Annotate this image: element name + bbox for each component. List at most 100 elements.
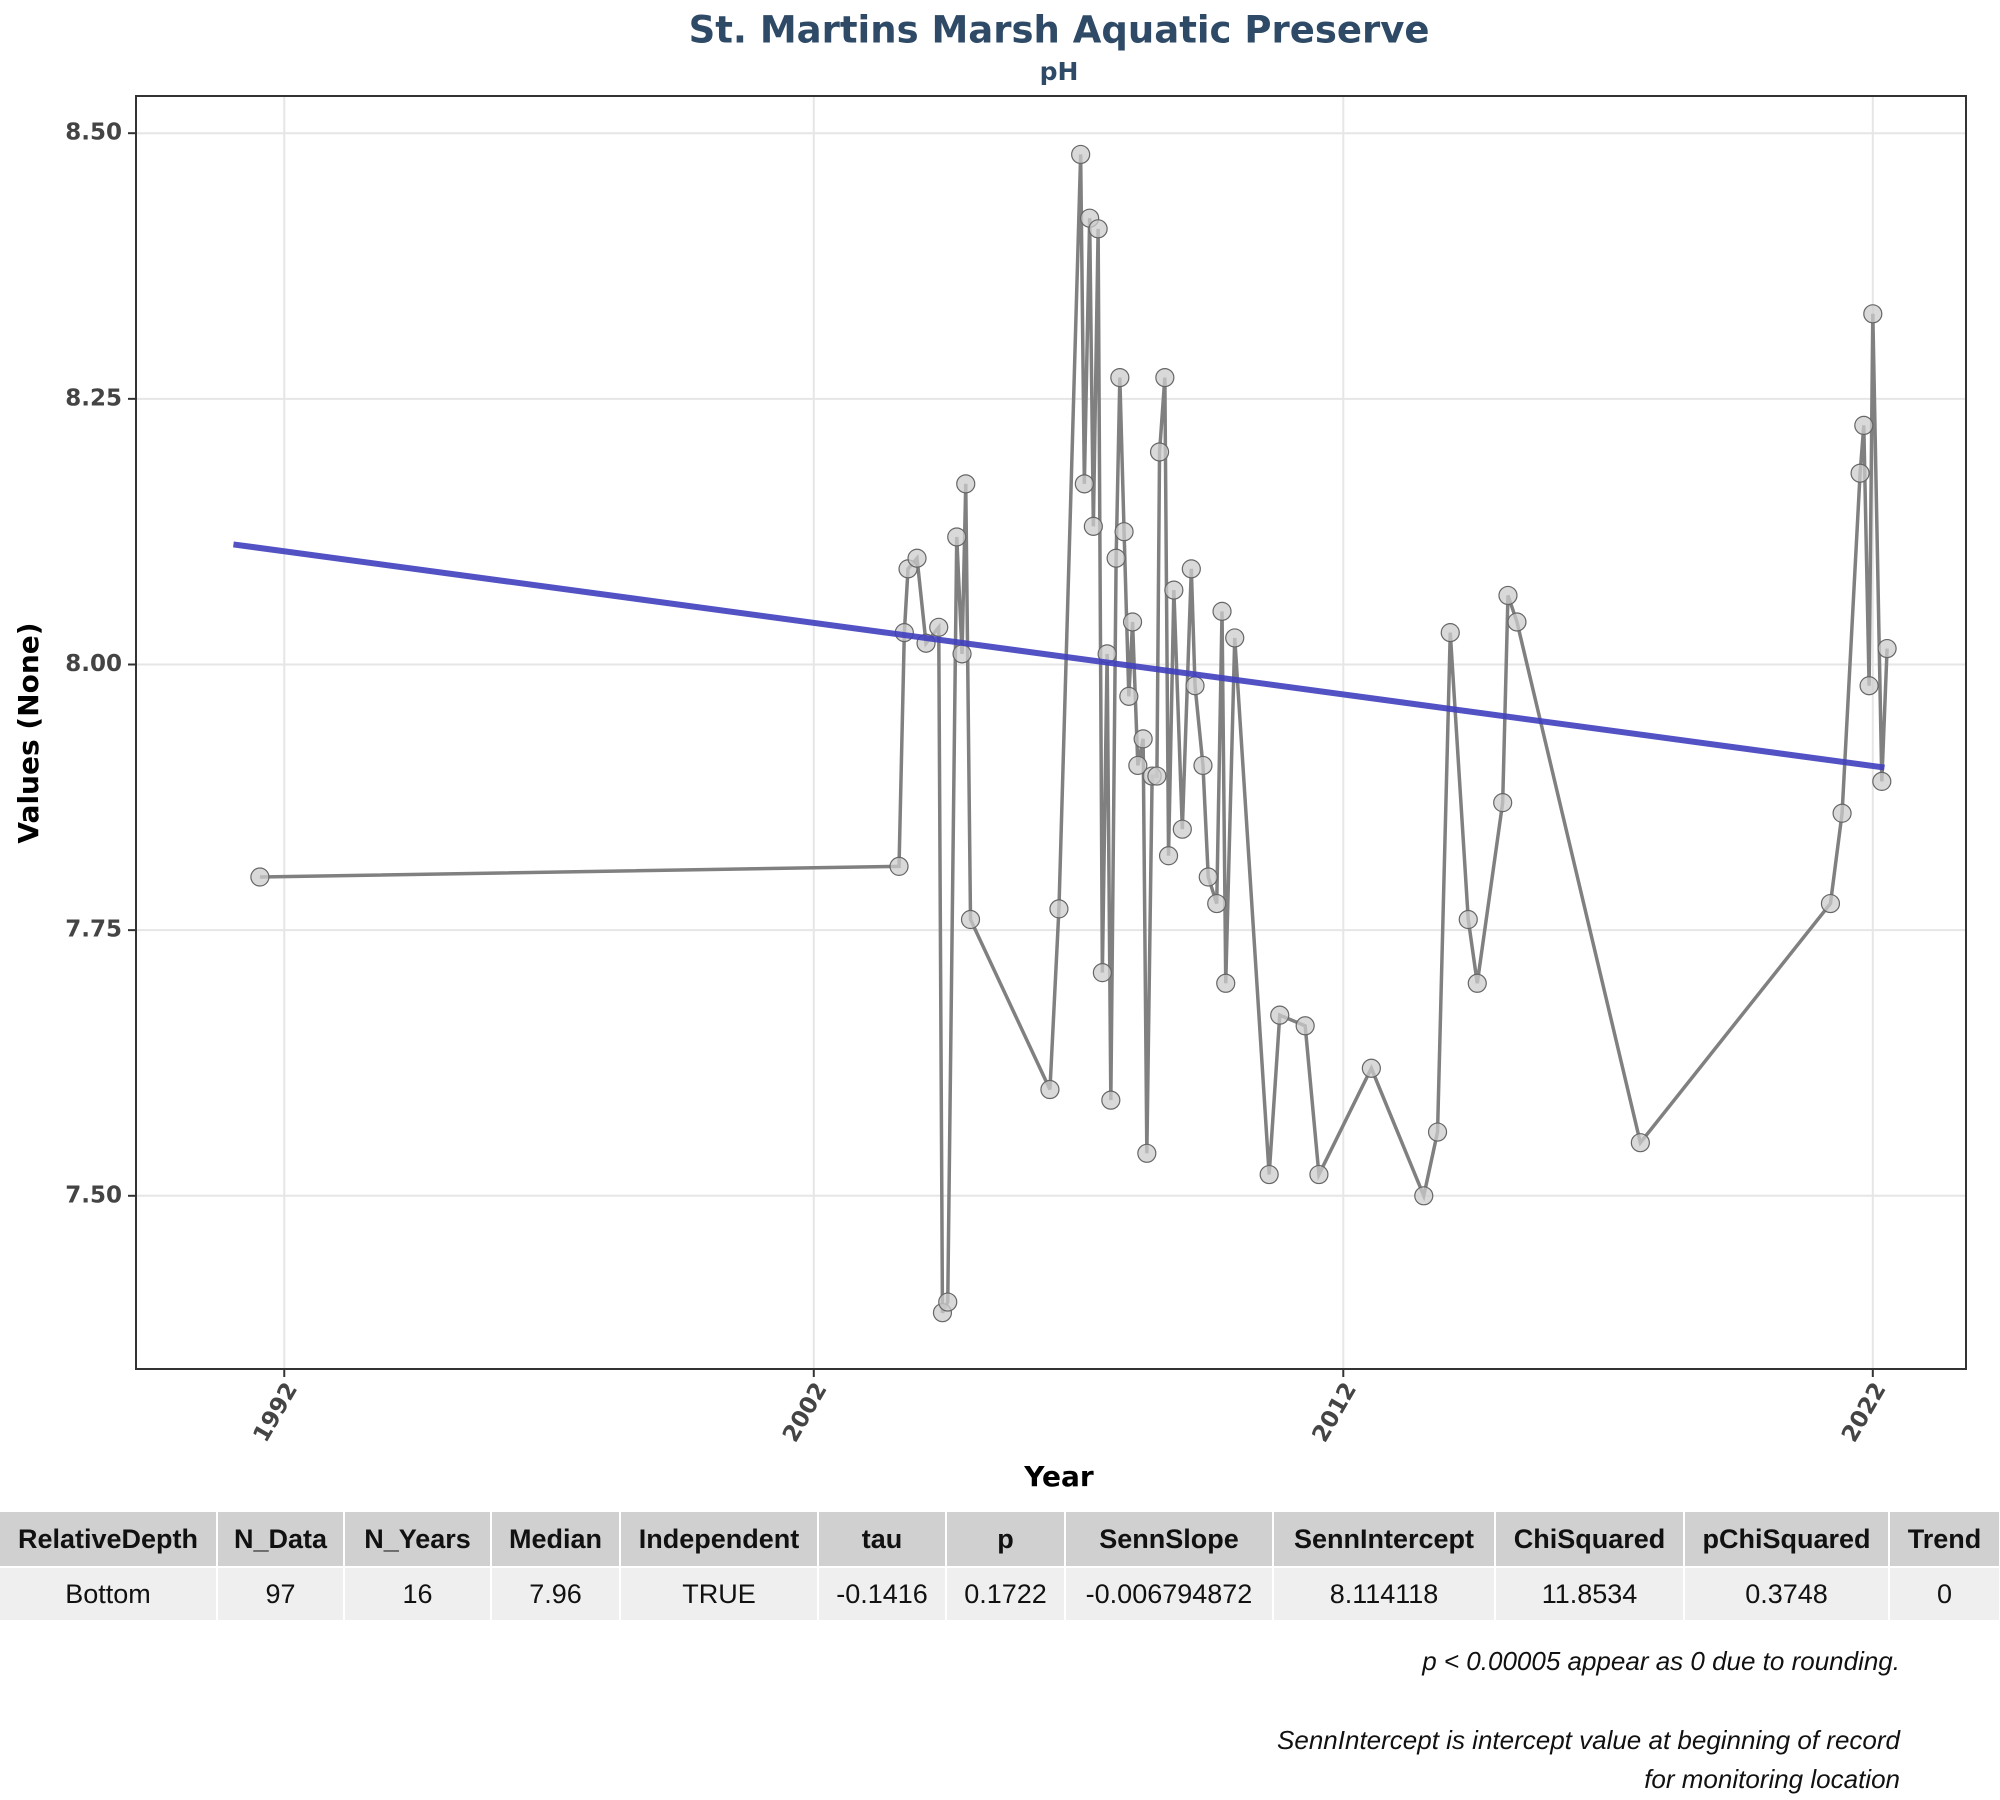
data-point	[1185, 676, 1205, 696]
data-point	[1361, 1058, 1381, 1078]
plot-border	[135, 95, 1967, 1370]
data-point	[1049, 899, 1069, 919]
data-point	[1225, 628, 1245, 648]
table-cell: -0.006794872	[1065, 1566, 1274, 1620]
data-point	[1820, 893, 1841, 914]
data-point	[1083, 516, 1103, 536]
data-point	[1133, 729, 1153, 749]
data-point	[1630, 1133, 1650, 1153]
x-tick-label: 2002	[778, 1378, 833, 1446]
data-point	[1122, 612, 1143, 632]
data-point	[1207, 893, 1227, 914]
table-cell: 16	[344, 1566, 492, 1620]
data-point	[938, 1292, 958, 1312]
table-header: RelativeDepth N_Data N_Years Median Independ…	[0, 1512, 2000, 1567]
data-point	[1854, 415, 1874, 436]
data-point	[1216, 973, 1236, 993]
plot-background	[136, 96, 1966, 1369]
table-row: Bottom 97 16 7.96 TRUE -0.1416 0.1722 -0.006794…	[0, 1566, 2000, 1620]
data-point	[1859, 676, 1879, 696]
y-tick-label: 7.75	[65, 917, 122, 943]
data-point	[1832, 803, 1852, 823]
x-tick-label: 2022	[1837, 1378, 1892, 1446]
data-point	[1128, 755, 1148, 776]
data-point	[1193, 755, 1213, 776]
data-point	[952, 644, 972, 664]
data-point	[1440, 623, 1460, 643]
data-point	[956, 474, 976, 494]
column-header: N_Years	[344, 1512, 492, 1567]
data-point	[1212, 601, 1232, 621]
data-point	[1493, 793, 1513, 813]
column-header: Independent	[620, 1512, 819, 1567]
column-header: SennSlope	[1065, 1512, 1274, 1567]
data-line	[259, 154, 1889, 1314]
table-cell: TRUE	[620, 1566, 819, 1620]
y-axis-title: Values (None)	[12, 622, 45, 843]
data-point	[1877, 638, 1897, 659]
column-header: Median	[491, 1512, 621, 1567]
column-header: SennIntercept	[1273, 1512, 1496, 1567]
data-point	[907, 548, 927, 568]
data-point	[1040, 1079, 1060, 1100]
table-cell: -0.1416	[818, 1566, 947, 1620]
data-point	[1309, 1164, 1329, 1185]
data-point	[1119, 686, 1139, 706]
data-point	[1110, 367, 1130, 388]
data-point	[1147, 766, 1167, 786]
data-point	[1164, 580, 1184, 600]
data-point	[947, 527, 967, 547]
data-point	[1071, 144, 1091, 165]
data-point	[1155, 367, 1175, 388]
data-point	[1137, 1143, 1157, 1163]
data-point	[1181, 559, 1201, 579]
table-cell: Bottom	[0, 1566, 218, 1620]
table-body: Bottom 97 16 7.96 TRUE -0.1416 0.1722 -0.006794…	[0, 1566, 2000, 1620]
trend-line	[233, 541, 1885, 771]
data-point	[1158, 846, 1179, 866]
data-point	[250, 867, 270, 887]
data-point	[1092, 963, 1112, 983]
y-tick-label: 7.50	[65, 1182, 122, 1208]
table-cell: 0.1722	[946, 1566, 1066, 1620]
table-cell: 11.8534	[1495, 1566, 1685, 1620]
data-point	[929, 617, 949, 637]
data-point	[1270, 1005, 1290, 1025]
stats-table: RelativeDepth N_Data N_Years Median Independ…	[0, 1512, 2000, 1620]
data-point	[1414, 1186, 1434, 1206]
table-cell: 97	[217, 1566, 345, 1620]
data-point	[1427, 1122, 1448, 1142]
chart-subtitle: pH	[1040, 57, 1079, 86]
data-point	[1458, 909, 1478, 930]
data-point	[1863, 304, 1883, 324]
data-point	[1172, 819, 1192, 839]
data-point	[889, 856, 909, 876]
data-point	[960, 909, 981, 930]
x-tick-label: 1992	[249, 1378, 304, 1446]
chart: St. Martins Marsh Aquatic Preserve pH Ye…	[12, 9, 1967, 1493]
table-cell: 8.114118	[1273, 1566, 1496, 1620]
y-tick-label: 8.25	[65, 385, 122, 411]
column-header: ChiSquared	[1495, 1512, 1685, 1567]
y-tick-label: 8.50	[65, 120, 122, 146]
data-point	[1295, 1016, 1315, 1036]
y-tick-label: 8.00	[65, 651, 122, 677]
column-header: RelativeDepth	[0, 1512, 218, 1567]
chart-title: St. Martins Marsh Aquatic Preserve	[689, 9, 1430, 52]
data-point	[1850, 463, 1870, 483]
table-cell: 0	[1889, 1566, 2000, 1620]
column-header: tau	[818, 1512, 947, 1567]
data-point	[1074, 474, 1094, 494]
data-point	[1198, 867, 1218, 887]
data-point	[1498, 585, 1518, 606]
x-tick-label: 2012	[1308, 1378, 1363, 1446]
column-header: Trend	[1889, 1512, 2000, 1567]
data-point	[1101, 1090, 1121, 1110]
data-point	[1088, 219, 1108, 239]
data-point	[1507, 612, 1527, 632]
column-header: N_Data	[217, 1512, 345, 1567]
data-point	[1106, 548, 1126, 568]
column-header: pChiSquared	[1684, 1512, 1890, 1567]
data-point	[1872, 771, 1892, 791]
